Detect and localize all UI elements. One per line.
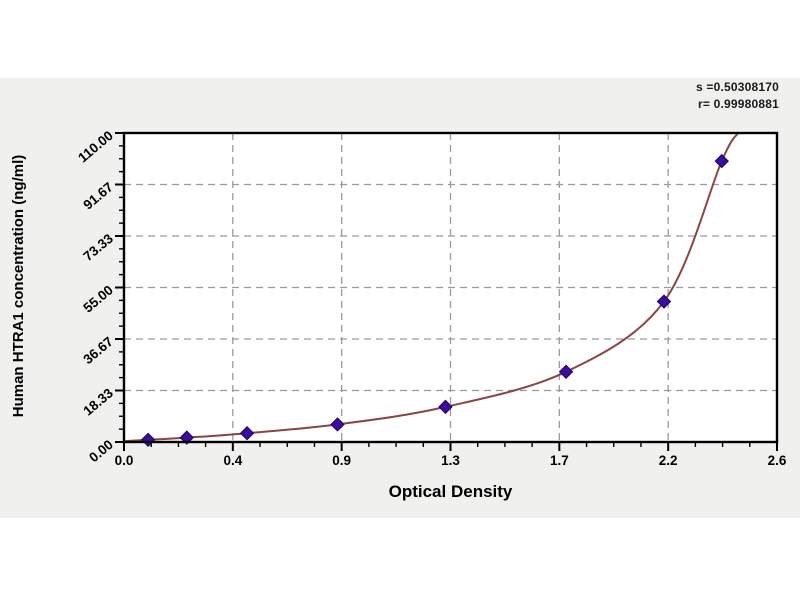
x-tick-label: 1.3 [441,453,460,468]
y-tick-label: 73.33 [80,231,116,265]
fit-statistic-s: s =0.50308170 [695,80,779,94]
x-tick-label: 2.2 [659,453,678,468]
data-point-marker [330,417,345,432]
data-point-marker [558,364,574,379]
fit-statistic-r: r= 0.99980881 [697,97,779,111]
data-point-marker [239,426,255,441]
y-tick-label: 18.33 [80,385,116,419]
y-tick-label: 0.00 [86,437,116,465]
y-tick-label: 91.67 [80,179,116,212]
y-tick-label: 36.67 [80,334,116,367]
x-axis-title: Optical Density [388,482,513,501]
x-tick-label: 0.0 [115,453,134,468]
x-tick-label: 1.7 [550,453,569,468]
plot-frame [122,131,779,444]
y-tick-label: 55.00 [80,282,116,315]
y-tick-label: 110.00 [75,128,116,166]
x-tick-label: 0.4 [223,453,242,468]
x-tick-label: 0.9 [332,453,351,468]
x-tick-label: 2.6 [768,453,787,468]
data-point-marker [714,153,729,169]
data-point-marker [438,399,453,415]
y-axis-title: Human HTRA1 concentration (ng/ml) [10,154,27,418]
data-point-marker [656,294,672,309]
